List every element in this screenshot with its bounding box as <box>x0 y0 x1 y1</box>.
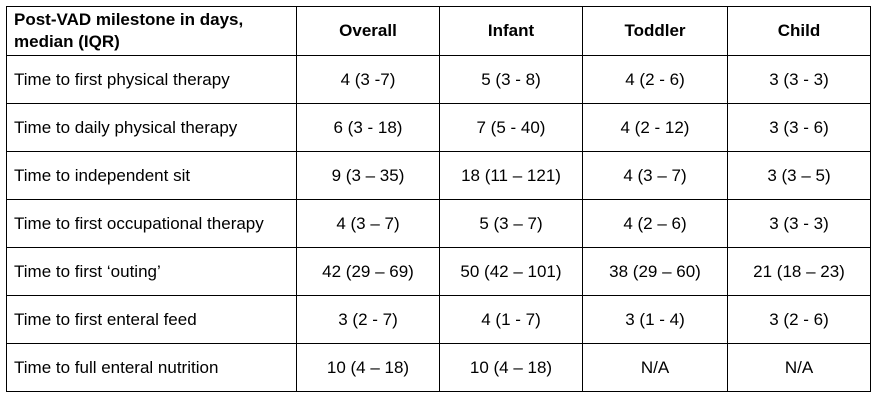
cell-infant: 5 (3 – 7) <box>439 199 583 248</box>
cell-toddler: 3 (1 - 4) <box>582 295 728 344</box>
cell-infant: 10 (4 – 18) <box>439 343 583 392</box>
row-label: Time to first ‘outing’ <box>6 247 297 296</box>
cell-child: 3 (3 - 3) <box>727 199 871 248</box>
table-row: Time to first occupational therapy 4 (3 … <box>6 199 871 248</box>
header-row: Post-VAD milestone in days, median (IQR)… <box>6 6 871 56</box>
cell-infant: 4 (1 - 7) <box>439 295 583 344</box>
column-header-toddler: Toddler <box>582 6 728 56</box>
cell-toddler: 4 (2 - 6) <box>582 55 728 104</box>
row-label: Time to first enteral feed <box>6 295 297 344</box>
column-header-child: Child <box>727 6 871 56</box>
table-row: Time to independent sit 9 (3 – 35) 18 (1… <box>6 151 871 200</box>
cell-child: N/A <box>727 343 871 392</box>
column-header-infant: Infant <box>439 6 583 56</box>
table-row: Time to full enteral nutrition 10 (4 – 1… <box>6 343 871 392</box>
cell-overall: 6 (3 - 18) <box>296 103 440 152</box>
cell-overall: 3 (2 - 7) <box>296 295 440 344</box>
cell-child: 3 (3 – 5) <box>727 151 871 200</box>
cell-child: 21 (18 – 23) <box>727 247 871 296</box>
cell-overall: 4 (3 – 7) <box>296 199 440 248</box>
cell-toddler: 4 (3 – 7) <box>582 151 728 200</box>
table-row: Time to first physical therapy 4 (3 -7) … <box>6 55 871 104</box>
cell-overall: 10 (4 – 18) <box>296 343 440 392</box>
milestone-table: Post-VAD milestone in days, median (IQR)… <box>6 6 871 392</box>
cell-infant: 5 (3 - 8) <box>439 55 583 104</box>
row-label: Time to daily physical therapy <box>6 103 297 152</box>
row-label: Time to first physical therapy <box>6 55 297 104</box>
table-row: Time to first ‘outing’ 42 (29 – 69) 50 (… <box>6 247 871 296</box>
row-label: Time to independent sit <box>6 151 297 200</box>
column-header-overall: Overall <box>296 6 440 56</box>
table-row: Time to first enteral feed 3 (2 - 7) 4 (… <box>6 295 871 344</box>
cell-infant: 18 (11 – 121) <box>439 151 583 200</box>
cell-toddler: N/A <box>582 343 728 392</box>
cell-child: 3 (3 - 6) <box>727 103 871 152</box>
cell-child: 3 (2 - 6) <box>727 295 871 344</box>
cell-child: 3 (3 - 3) <box>727 55 871 104</box>
row-label: Time to full enteral nutrition <box>6 343 297 392</box>
corner-header: Post-VAD milestone in days, median (IQR) <box>6 6 297 56</box>
cell-infant: 7 (5 - 40) <box>439 103 583 152</box>
cell-infant: 50 (42 – 101) <box>439 247 583 296</box>
cell-toddler: 4 (2 - 12) <box>582 103 728 152</box>
table-row: Time to daily physical therapy 6 (3 - 18… <box>6 103 871 152</box>
cell-toddler: 4 (2 – 6) <box>582 199 728 248</box>
cell-toddler: 38 (29 – 60) <box>582 247 728 296</box>
row-label: Time to first occupational therapy <box>6 199 297 248</box>
cell-overall: 42 (29 – 69) <box>296 247 440 296</box>
cell-overall: 4 (3 -7) <box>296 55 440 104</box>
cell-overall: 9 (3 – 35) <box>296 151 440 200</box>
